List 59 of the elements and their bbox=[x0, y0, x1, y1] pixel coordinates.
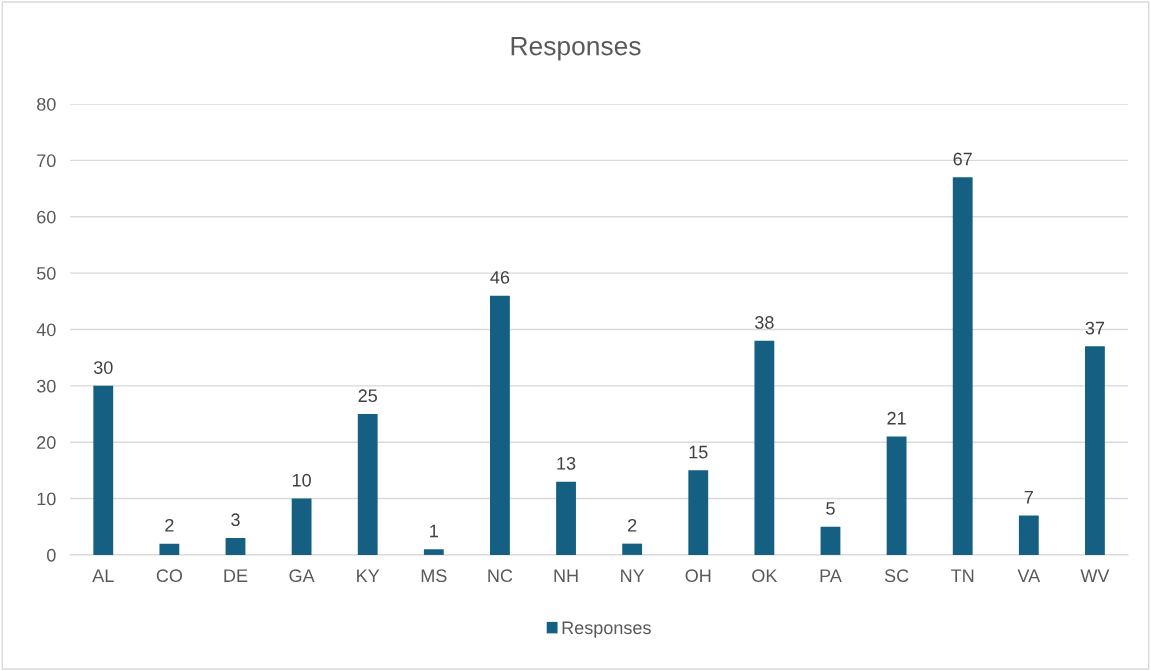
bar bbox=[1085, 346, 1105, 555]
y-tick-label: 0 bbox=[46, 548, 56, 562]
x-tick-label: TN bbox=[951, 569, 974, 582]
x-tick-label: AL bbox=[92, 569, 114, 582]
y-tick-label: 30 bbox=[36, 379, 56, 393]
data-label: 7 bbox=[1024, 490, 1033, 504]
x-tick-label: DE bbox=[224, 569, 248, 582]
data-label: 25 bbox=[358, 389, 377, 403]
x-tick-label: NY bbox=[621, 569, 645, 582]
data-label: 1 bbox=[430, 524, 438, 538]
x-tick-label: SC bbox=[884, 569, 909, 583]
bar bbox=[820, 526, 841, 555]
bar bbox=[1018, 515, 1039, 555]
chart-title: Responses bbox=[511, 36, 641, 61]
bar bbox=[622, 543, 643, 555]
data-label: 21 bbox=[887, 411, 906, 425]
y-tick-label: 70 bbox=[37, 154, 56, 168]
bar bbox=[225, 538, 246, 555]
data-label: 3 bbox=[231, 513, 240, 527]
x-tick-label: PA bbox=[820, 569, 842, 582]
data-label: 38 bbox=[755, 316, 774, 329]
bar bbox=[490, 295, 510, 555]
x-tick-label: NH bbox=[554, 569, 578, 582]
data-label: 37 bbox=[1085, 321, 1105, 335]
x-tick-label: MS bbox=[421, 569, 447, 583]
x-tick-label: VA bbox=[1017, 569, 1041, 582]
data-label: 2 bbox=[165, 518, 174, 532]
data-label: 2 bbox=[628, 518, 637, 532]
y-tick-label: 40 bbox=[36, 323, 56, 337]
bar bbox=[423, 549, 444, 555]
x-tick-label: OH bbox=[685, 569, 711, 583]
data-label: 30 bbox=[93, 361, 113, 374]
y-tick-label: 10 bbox=[37, 492, 56, 506]
y-tick-label: 20 bbox=[37, 436, 56, 449]
x-tick-label: NC bbox=[488, 569, 513, 583]
data-label: 5 bbox=[826, 502, 835, 515]
bar bbox=[291, 498, 312, 555]
y-tick-label: 80 bbox=[37, 97, 56, 111]
data-label: 46 bbox=[490, 270, 510, 284]
x-tick-label: CO bbox=[156, 569, 183, 583]
bar bbox=[556, 481, 576, 555]
bar bbox=[886, 436, 907, 555]
y-tick-label: 60 bbox=[37, 210, 56, 224]
data-label: 10 bbox=[292, 473, 311, 487]
bar bbox=[952, 177, 973, 555]
x-tick-label: WV bbox=[1080, 569, 1110, 582]
x-tick-label: GA bbox=[289, 569, 315, 583]
bar bbox=[93, 385, 114, 555]
x-tick-label: KY bbox=[357, 569, 380, 582]
bar bbox=[754, 340, 775, 555]
data-label: 15 bbox=[689, 445, 708, 459]
y-tick-label: 50 bbox=[36, 267, 56, 280]
data-label: 13 bbox=[557, 456, 576, 470]
bar bbox=[159, 543, 180, 555]
x-tick-label: OK bbox=[752, 569, 778, 583]
legend-label: Responses bbox=[562, 621, 651, 638]
bar bbox=[357, 414, 378, 555]
data-label: 67 bbox=[953, 152, 972, 166]
bar bbox=[688, 470, 709, 555]
